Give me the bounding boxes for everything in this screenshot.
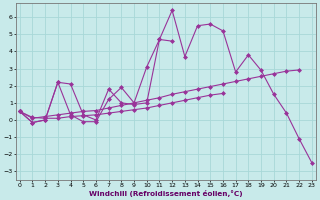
X-axis label: Windchill (Refroidissement éolien,°C): Windchill (Refroidissement éolien,°C)	[89, 190, 243, 197]
